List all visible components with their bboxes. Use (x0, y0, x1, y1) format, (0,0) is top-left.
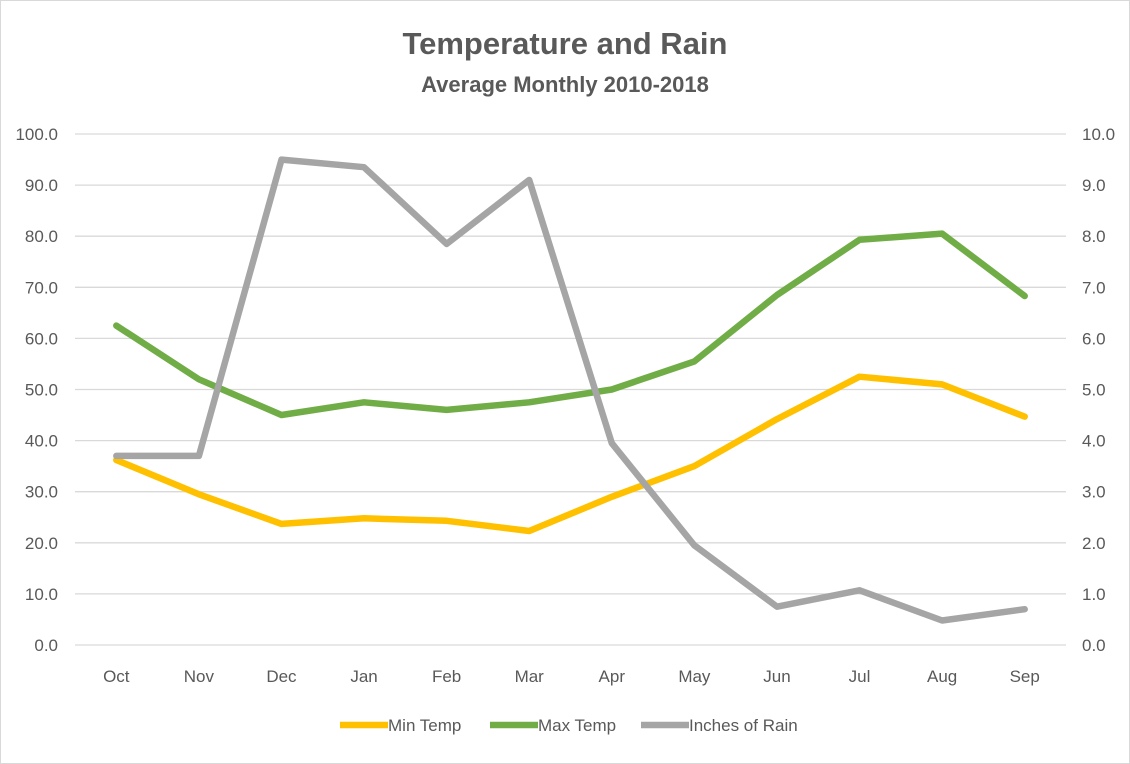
x-tick-label: Nov (184, 667, 215, 686)
right-tick-label: 9.0 (1082, 176, 1106, 195)
left-tick-label: 20.0 (25, 534, 58, 553)
right-tick-label: 8.0 (1082, 227, 1106, 246)
left-tick-label: 90.0 (25, 176, 58, 195)
right-tick-label: 0.0 (1082, 636, 1106, 655)
x-tick-label: Oct (103, 667, 130, 686)
left-axis-ticks: 0.0 10.0 20.0 30.0 40.0 50.0 60.0 70.0 80.0 90.0 1… (15, 125, 58, 655)
right-tick-label: 6.0 (1082, 329, 1106, 348)
x-tick-label: Jul (849, 667, 871, 686)
series-line-max-temp (113, 230, 1028, 419)
x-tick-label: Sep (1010, 667, 1040, 686)
right-tick-label: 1.0 (1082, 585, 1106, 604)
right-tick-label: 2.0 (1082, 534, 1106, 553)
x-tick-label: Apr (599, 667, 626, 686)
left-tick-label: 80.0 (25, 227, 58, 246)
x-tick-label: May (678, 667, 711, 686)
x-tick-label: Aug (927, 667, 957, 686)
x-tick-label: Mar (515, 667, 545, 686)
legend-label: Min Temp (388, 716, 461, 735)
series-line-inches-of-rain (113, 156, 1028, 624)
series-line-min-temp (113, 373, 1028, 535)
right-tick-label: 7.0 (1082, 278, 1106, 297)
x-tick-label: Dec (266, 667, 297, 686)
left-tick-label: 10.0 (25, 585, 58, 604)
legend-label: Max Temp (538, 716, 616, 735)
x-tick-label: Jun (763, 667, 790, 686)
right-axis-ticks: 0.0 1.0 2.0 3.0 4.0 5.0 6.0 7.0 8.0 9.0 10.0 (1082, 125, 1115, 655)
left-tick-label: 40.0 (25, 432, 58, 451)
left-tick-label: 30.0 (25, 483, 58, 502)
chart-title: Temperature and Rain (402, 26, 728, 61)
left-tick-label: 100.0 (15, 125, 58, 144)
x-tick-label: Jan (350, 667, 377, 686)
right-tick-label: 10.0 (1082, 125, 1115, 144)
right-tick-label: 4.0 (1082, 432, 1106, 451)
right-tick-label: 3.0 (1082, 483, 1106, 502)
legend-label: Inches of Rain (689, 716, 798, 735)
left-tick-label: 60.0 (25, 329, 58, 348)
left-tick-label: 50.0 (25, 381, 58, 400)
legend: Min Temp Max Temp Inches of Rain (340, 716, 798, 735)
chart-subtitle: Average Monthly 2010-2018 (421, 72, 709, 97)
gridlines (75, 133, 1066, 646)
left-tick-label: 0.0 (34, 636, 58, 655)
left-tick-label: 70.0 (25, 278, 58, 297)
x-tick-label: Feb (432, 667, 461, 686)
x-axis-ticks: Oct Nov Dec Jan Feb Mar Apr May Jun Jul Aug Sep (103, 667, 1040, 686)
right-tick-label: 5.0 (1082, 381, 1106, 400)
series-lines (113, 156, 1028, 624)
